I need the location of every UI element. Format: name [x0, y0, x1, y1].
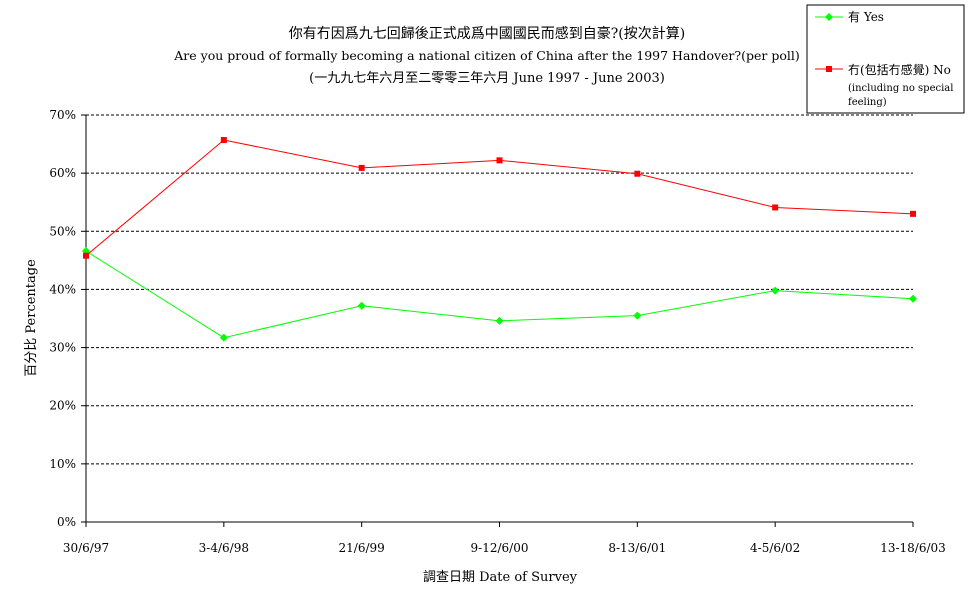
data-point	[772, 204, 779, 211]
chart-title: 你有冇因爲九七回歸後正式成爲中國國民而感到自豪?(按次計算)	[289, 25, 685, 42]
y-tick-label: 20%	[49, 399, 76, 413]
legend-yes-marker	[825, 13, 833, 21]
data-point	[910, 210, 916, 217]
data-point	[358, 164, 365, 171]
data-point	[83, 252, 89, 259]
y-tick-label: 0%	[57, 515, 76, 529]
x-axis-label: 調查日期 Date of Survey	[423, 570, 578, 585]
y-axis-label: 百分比 Percentage	[24, 259, 39, 377]
legend-no-note: (including no special feeling)	[848, 83, 957, 108]
legend-box	[806, 4, 965, 114]
legend-no-marker	[826, 66, 832, 72]
series-group	[82, 137, 917, 342]
series-yes	[82, 247, 917, 342]
data-point	[357, 301, 366, 310]
chart-period: (一九九七年六月至二零零三年六月 June 1997 - June 2003)	[309, 71, 665, 86]
x-tick-label: 3-4/6/98	[199, 541, 249, 555]
data-point	[495, 316, 504, 325]
data-point	[220, 137, 227, 144]
x-axis-ticks: 30/6/97 3-4/6/98 21/6/99 9-12/6/00 8-13/6/01…	[63, 522, 946, 555]
data-point	[496, 157, 503, 164]
data-point	[771, 286, 780, 295]
x-tick-label: 4-5/6/02	[750, 541, 800, 555]
data-point	[634, 170, 641, 177]
y-axis-ticks: 0% 10% 20% 30% 40% 50% 60% 70%	[49, 108, 86, 529]
y-tick-label: 30%	[49, 341, 76, 355]
y-tick-label: 70%	[49, 108, 76, 122]
data-point	[633, 311, 642, 320]
legend: 有 Yes 冇(包括冇感覺) No (including no special …	[806, 4, 965, 114]
x-tick-label: 8-13/6/01	[608, 541, 666, 555]
data-point	[219, 333, 228, 342]
grid-lines	[86, 114, 913, 465]
x-tick-label: 13-18/6/03	[880, 541, 946, 555]
y-tick-label: 60%	[49, 166, 76, 180]
y-tick-label: 50%	[49, 224, 76, 238]
x-tick-label: 30/6/97	[63, 541, 109, 555]
x-tick-label: 9-12/6/00	[471, 541, 529, 555]
legend-yes-label: 有 Yes	[848, 10, 884, 24]
y-tick-label: 10%	[49, 457, 76, 471]
series-no	[83, 137, 916, 259]
y-tick-label: 40%	[49, 282, 76, 296]
chart-subtitle: Are you proud of formally becoming a nat…	[173, 48, 799, 63]
data-point	[909, 294, 917, 303]
legend-no-label: 冇(包括冇感覺) No	[848, 62, 951, 77]
x-tick-label: 21/6/99	[339, 541, 385, 555]
